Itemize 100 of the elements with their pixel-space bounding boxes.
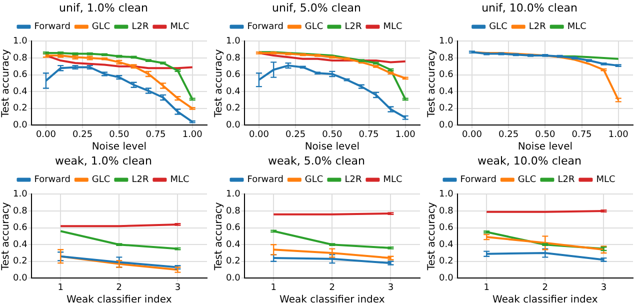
- chart-title: unif, 1.0% clean: [59, 1, 148, 14]
- y-axis-title: Test accuracy: [426, 49, 438, 118]
- y-tick-label: 0.2: [226, 256, 240, 267]
- x-tick-label: 0.00: [248, 130, 270, 140]
- y-tick-label: 1.0: [12, 190, 28, 200]
- x-tick-label: 1: [58, 282, 64, 293]
- x-tick-label: 0.00: [462, 130, 482, 140]
- x-tick-label: 0.50: [109, 130, 130, 140]
- legend-label: MLC: [170, 175, 190, 186]
- y-tick-label: 1.0: [226, 190, 241, 200]
- y-tick-label: 0.2: [12, 104, 28, 114]
- legend-label: GLC: [489, 22, 508, 32]
- x-tick-label: 2: [542, 282, 548, 293]
- legend-label: Forward: [460, 175, 496, 186]
- legend-label: GLC: [92, 22, 110, 32]
- y-tick-label: 0.6: [226, 223, 241, 234]
- y-tick-label: 0.0: [438, 120, 454, 131]
- x-tick-label: 0.25: [72, 130, 93, 140]
- x-tick-label: 1: [484, 282, 490, 293]
- legend-label: L2R: [344, 175, 362, 186]
- y-tick-label: 0.0: [12, 274, 28, 284]
- y-tick-label: 0.6: [438, 70, 454, 80]
- legend-label: L2R: [344, 22, 362, 32]
- y-tick-label: 0.8: [12, 206, 28, 216]
- y-tick-label: 0.6: [438, 223, 454, 234]
- y-tick-label: 0.0: [226, 274, 241, 284]
- chart-title: unif, 10.0% clean: [482, 1, 578, 14]
- legend-label: MLC: [383, 22, 402, 32]
- y-tick-label: 0.6: [12, 223, 28, 234]
- x-tick-label: 0.75: [146, 130, 166, 140]
- y-tick-label: 0.2: [226, 104, 240, 114]
- y-axis-title: Test accuracy: [0, 49, 12, 118]
- y-tick-label: 0.0: [12, 120, 28, 131]
- x-tick-label: 0.00: [36, 130, 56, 140]
- x-tick-label: 0.50: [535, 130, 556, 140]
- legend-label: L2R: [132, 22, 149, 32]
- y-tick-label: 0.8: [226, 206, 241, 216]
- y-tick-label: 1.0: [12, 36, 28, 47]
- y-tick-label: 0.4: [438, 86, 454, 97]
- y-axis-title: Test accuracy: [214, 49, 225, 118]
- chart-title: unif, 5.0% clean: [272, 1, 361, 14]
- y-tick-label: 0.2: [438, 256, 454, 267]
- legend-label: GLC: [304, 22, 324, 32]
- y-tick-label: 0.4: [226, 86, 241, 97]
- legend-label: Forward: [34, 22, 70, 32]
- chart-title: weak, 5.0% clean: [268, 154, 365, 168]
- x-tick-label: 2: [329, 282, 336, 293]
- legend-label: GLC: [304, 175, 324, 186]
- x-tick-label: 1.00: [182, 130, 203, 140]
- y-axis-title: Test accuracy: [214, 202, 225, 272]
- y-tick-label: 0.8: [438, 53, 454, 64]
- x-tick-label: 1: [270, 282, 276, 293]
- y-tick-label: 0.4: [438, 240, 454, 250]
- legend-label: GLC: [518, 175, 536, 186]
- y-axis-title: Test accuracy: [426, 202, 438, 272]
- legend-label: MLC: [170, 22, 190, 32]
- chart-title: weak, 1.0% clean: [55, 154, 152, 168]
- legend-label: L2R: [528, 22, 546, 32]
- y-axis-title: Test accuracy: [0, 202, 12, 272]
- x-tick-label: 3: [600, 282, 607, 293]
- x-tick-label: 0.25: [286, 130, 306, 140]
- legend-label: Forward: [34, 175, 70, 186]
- x-tick-label: 0.75: [358, 130, 379, 140]
- x-axis-title: Weak classifier index: [66, 294, 172, 306]
- y-tick-label: 0.8: [438, 206, 454, 216]
- x-axis-title: Weak classifier index: [492, 294, 598, 306]
- y-tick-label: 0.6: [226, 70, 241, 80]
- x-axis-title: Noise level: [518, 142, 573, 153]
- x-tick-label: 0.75: [572, 130, 592, 140]
- legend-label: Forward: [247, 22, 284, 32]
- y-tick-label: 1.0: [438, 190, 454, 200]
- x-tick-label: 2: [116, 282, 122, 293]
- x-tick-label: 3: [174, 282, 181, 293]
- y-tick-label: 0.4: [12, 240, 28, 250]
- legend-label: MLC: [383, 175, 402, 186]
- y-tick-label: 0.8: [226, 53, 241, 64]
- x-tick-label: 1.00: [608, 130, 629, 140]
- chart-title: weak, 10.0% clean: [478, 154, 582, 168]
- y-tick-label: 0.8: [12, 53, 28, 64]
- legend-label: GLC: [92, 175, 110, 186]
- y-tick-label: 0.4: [226, 240, 241, 250]
- x-tick-label: 3: [388, 282, 394, 293]
- y-tick-label: 1.0: [438, 36, 454, 47]
- x-axis-title: Weak classifier index: [280, 294, 385, 306]
- x-axis-title: Noise level: [92, 142, 147, 153]
- x-tick-label: 0.25: [498, 130, 519, 140]
- legend-label: Forward: [247, 175, 284, 186]
- legend-label: MLC: [596, 175, 616, 186]
- legend-label: L2R: [132, 175, 149, 186]
- y-tick-label: 0.6: [12, 70, 28, 80]
- x-axis-title: Noise level: [304, 142, 360, 153]
- legend-label: MLC: [567, 22, 586, 32]
- y-tick-label: 0.2: [12, 256, 28, 267]
- x-tick-label: 1.00: [395, 130, 416, 140]
- y-tick-label: 0.0: [438, 274, 454, 284]
- y-tick-label: 1.0: [226, 36, 241, 47]
- legend-label: L2R: [558, 175, 575, 186]
- y-tick-label: 0.0: [226, 120, 241, 131]
- x-tick-label: 0.50: [322, 130, 342, 140]
- y-tick-label: 0.4: [12, 86, 28, 97]
